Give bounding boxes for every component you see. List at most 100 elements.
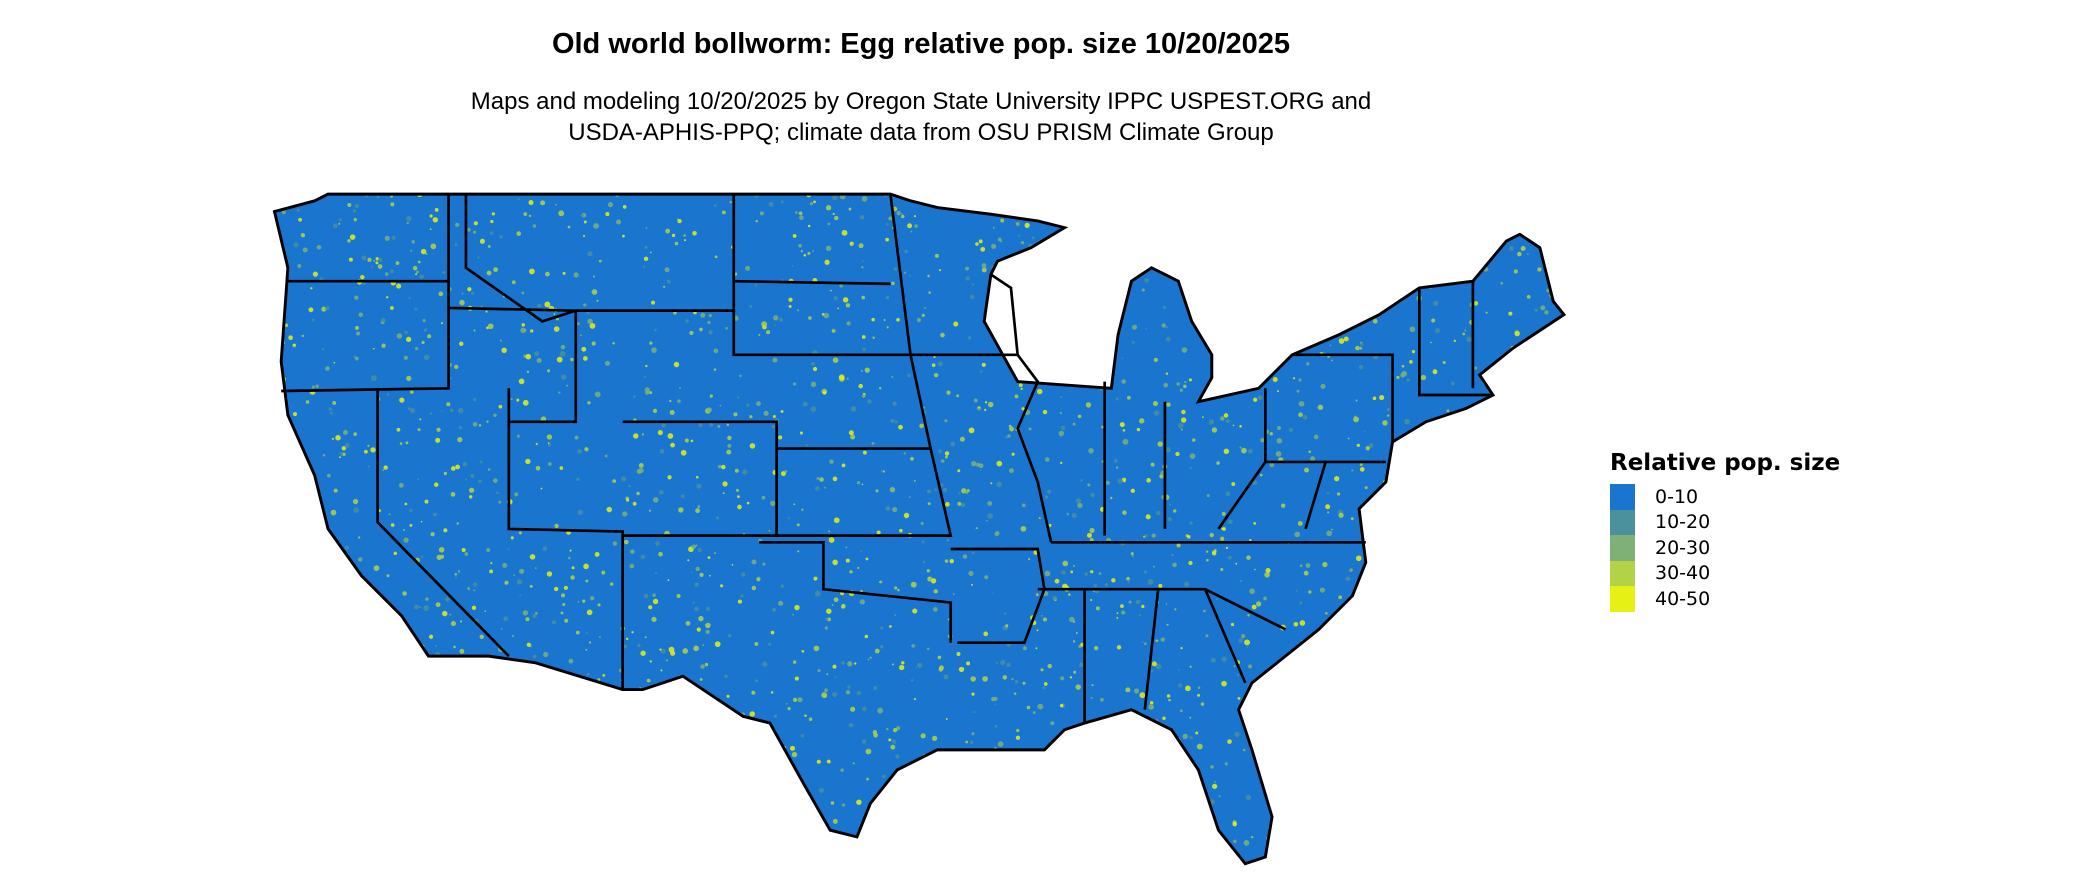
hotspot-mark [1318, 665, 1323, 670]
hotspot-mark [1462, 259, 1465, 262]
hotspot-mark [1241, 634, 1246, 639]
hotspot-mark [525, 353, 532, 360]
hotspot-mark [424, 787, 430, 793]
hotspot-mark [860, 370, 863, 372]
hotspot-mark [740, 843, 745, 848]
hotspot-mark [790, 810, 794, 815]
hotspot-mark [1060, 425, 1066, 431]
hotspot-mark [637, 643, 641, 648]
hotspot-mark [1356, 443, 1360, 447]
hotspot-mark [1050, 721, 1055, 726]
hotspot-mark [516, 231, 522, 236]
hotspot-mark [430, 243, 437, 250]
hotspot-mark [380, 822, 385, 827]
hotspot-mark [1425, 502, 1432, 509]
hotspot-mark [1341, 253, 1347, 259]
hotspot-mark [1189, 467, 1192, 470]
hotspot-mark [833, 296, 838, 301]
hotspot-mark [1335, 287, 1340, 291]
hotspot-mark [860, 590, 863, 593]
hotspot-mark [1266, 275, 1270, 279]
hotspot-mark [885, 237, 889, 242]
hotspot-mark [471, 291, 475, 295]
hotspot-mark [342, 452, 346, 456]
hotspot-mark [1128, 811, 1133, 815]
hotspot-mark [267, 400, 271, 404]
hotspot-mark [396, 427, 401, 432]
hotspot-mark [613, 830, 616, 833]
hotspot-mark [938, 449, 942, 453]
hotspot-mark [776, 747, 779, 750]
hotspot-mark [754, 284, 758, 287]
hotspot-mark [591, 289, 598, 295]
hotspot-mark [561, 593, 566, 598]
hotspot-mark [927, 274, 930, 278]
hotspot-mark [280, 550, 285, 555]
hotspot-mark [272, 371, 274, 373]
hotspot-mark [414, 604, 419, 610]
hotspot-mark [1218, 795, 1221, 798]
hotspot-mark [1298, 412, 1303, 418]
hotspot-mark [521, 323, 525, 327]
hotspot-mark [1109, 353, 1113, 357]
hotspot-mark [1517, 251, 1522, 257]
hotspot-mark [1419, 542, 1423, 546]
hotspot-mark [1275, 759, 1279, 763]
hotspot-mark [1309, 338, 1313, 342]
hotspot-mark [394, 682, 401, 689]
hotspot-mark [1550, 548, 1556, 554]
hotspot-mark [922, 560, 926, 564]
hotspot-mark [1241, 278, 1245, 282]
hotspot-mark [547, 369, 551, 373]
hotspot-mark [479, 460, 483, 464]
hotspot-mark [982, 676, 988, 682]
hotspot-mark [1252, 253, 1257, 258]
hotspot-mark [487, 245, 491, 248]
hotspot-mark [808, 316, 812, 320]
hotspot-mark [856, 843, 860, 847]
hotspot-mark [443, 528, 448, 533]
hotspot-mark [372, 347, 375, 350]
hotspot-mark [597, 603, 601, 607]
hotspot-mark [827, 222, 831, 226]
hotspot-mark [1075, 498, 1082, 504]
hotspot-mark [900, 797, 907, 804]
hotspot-mark [831, 329, 836, 333]
hotspot-mark [698, 422, 703, 428]
hotspot-mark [315, 384, 319, 388]
hotspot-mark [1166, 811, 1168, 814]
hotspot-mark [304, 592, 308, 595]
hotspot-mark [452, 799, 456, 804]
hotspot-mark [979, 370, 983, 373]
hotspot-mark [553, 326, 560, 332]
hotspot-mark [833, 517, 840, 524]
hotspot-mark [747, 790, 751, 793]
hotspot-mark [648, 605, 653, 610]
hotspot-mark [981, 267, 987, 273]
hotspot-mark [1435, 544, 1440, 548]
hotspot-mark [615, 728, 620, 733]
hotspot-mark [1182, 733, 1188, 740]
hotspot-mark [729, 782, 732, 786]
hotspot-mark [1327, 787, 1331, 791]
hotspot-mark [1349, 568, 1353, 572]
hotspot-mark [1219, 225, 1225, 231]
hotspot-mark [1287, 206, 1291, 211]
hotspot-mark [1483, 688, 1486, 692]
hotspot-mark [1007, 434, 1011, 438]
hotspot-mark [436, 427, 441, 432]
hotspot-mark [722, 481, 728, 487]
hotspot-mark [871, 441, 875, 445]
hotspot-mark [391, 806, 394, 809]
hotspot-mark [505, 770, 508, 772]
hotspot-mark [529, 676, 533, 680]
hotspot-mark [698, 615, 704, 622]
hotspot-mark [438, 291, 444, 297]
hotspot-mark [1427, 425, 1431, 430]
hotspot-mark [1162, 716, 1166, 721]
hotspot-mark [1353, 651, 1358, 656]
hotspot-mark [1464, 329, 1467, 332]
hotspot-mark [1434, 640, 1440, 646]
hotspot-mark [1355, 555, 1362, 562]
hotspot-mark [1294, 531, 1300, 538]
